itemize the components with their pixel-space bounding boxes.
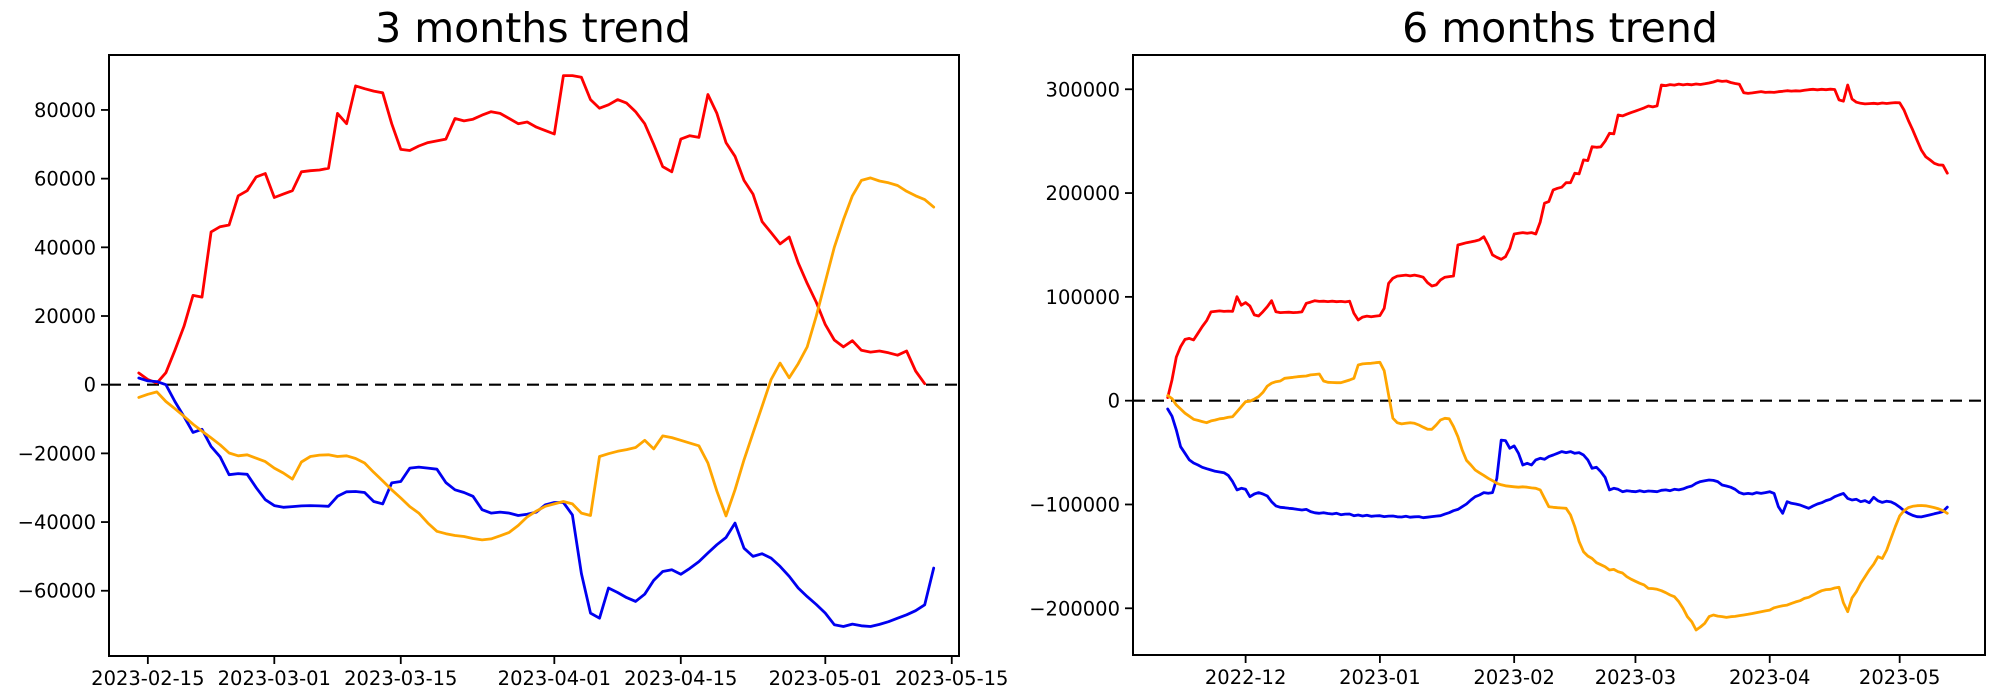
x-tick-label: 2023-04 xyxy=(1729,666,1810,689)
x-tick-label: 2023-04-15 xyxy=(624,667,737,690)
series-line-orange xyxy=(137,176,936,542)
x-tick-label: 2023-05 xyxy=(1859,666,1940,689)
series-line-red xyxy=(1166,79,1949,400)
x-tick-label: 2023-01 xyxy=(1339,666,1420,689)
plot-spines xyxy=(108,54,960,657)
plot-spines xyxy=(1132,54,1986,656)
y-tick-label: 60000 xyxy=(34,168,96,191)
x-tick-label: 2023-04-01 xyxy=(498,667,611,690)
x-tick-label: 2023-05-15 xyxy=(895,667,1008,690)
y-tick-label: −60000 xyxy=(18,580,96,603)
y-tick-label: −200000 xyxy=(1029,597,1120,620)
y-tick-label: −100000 xyxy=(1029,493,1120,516)
y-tick-label: −40000 xyxy=(18,511,96,534)
x-tick-label: 2023-02-15 xyxy=(91,667,204,690)
y-tick-label: 100000 xyxy=(1046,286,1120,309)
y-tick-label: 0 xyxy=(84,374,96,397)
left-chart-title: 3 months trend xyxy=(375,4,691,52)
x-tick-label: 2023-03-01 xyxy=(218,667,331,690)
series-line-blue xyxy=(137,376,936,628)
x-tick-label: 2023-05-01 xyxy=(769,667,882,690)
chart-six-months-trend: 2022-12 2023-01 2023-02 2023-03 2023-04 2023-… xyxy=(1029,54,1986,689)
x-tick-label: 2022-12 xyxy=(1205,666,1286,689)
y-tick-label: 300000 xyxy=(1046,78,1120,101)
x-tick-label: 2023-03 xyxy=(1595,666,1676,689)
y-tick-label: 40000 xyxy=(34,236,96,259)
right-chart-title: 6 months trend xyxy=(1402,4,1718,52)
y-tick-label: 200000 xyxy=(1046,182,1120,205)
chart-three-months-trend: 2023-02-15 2023-03-01 2023-03-15 2023-04-01… xyxy=(18,54,1008,690)
x-tick-label: 2023-02 xyxy=(1473,666,1554,689)
series-line-red xyxy=(137,74,927,386)
y-tick-label: 20000 xyxy=(34,305,96,328)
series-line-orange xyxy=(1166,360,1949,632)
series-line-blue xyxy=(1166,407,1949,520)
y-tick-label: 0 xyxy=(1108,390,1120,413)
y-tick-label: −20000 xyxy=(18,442,96,465)
y-tick-label: 80000 xyxy=(34,99,96,122)
x-tick-label: 2023-03-15 xyxy=(344,667,457,690)
